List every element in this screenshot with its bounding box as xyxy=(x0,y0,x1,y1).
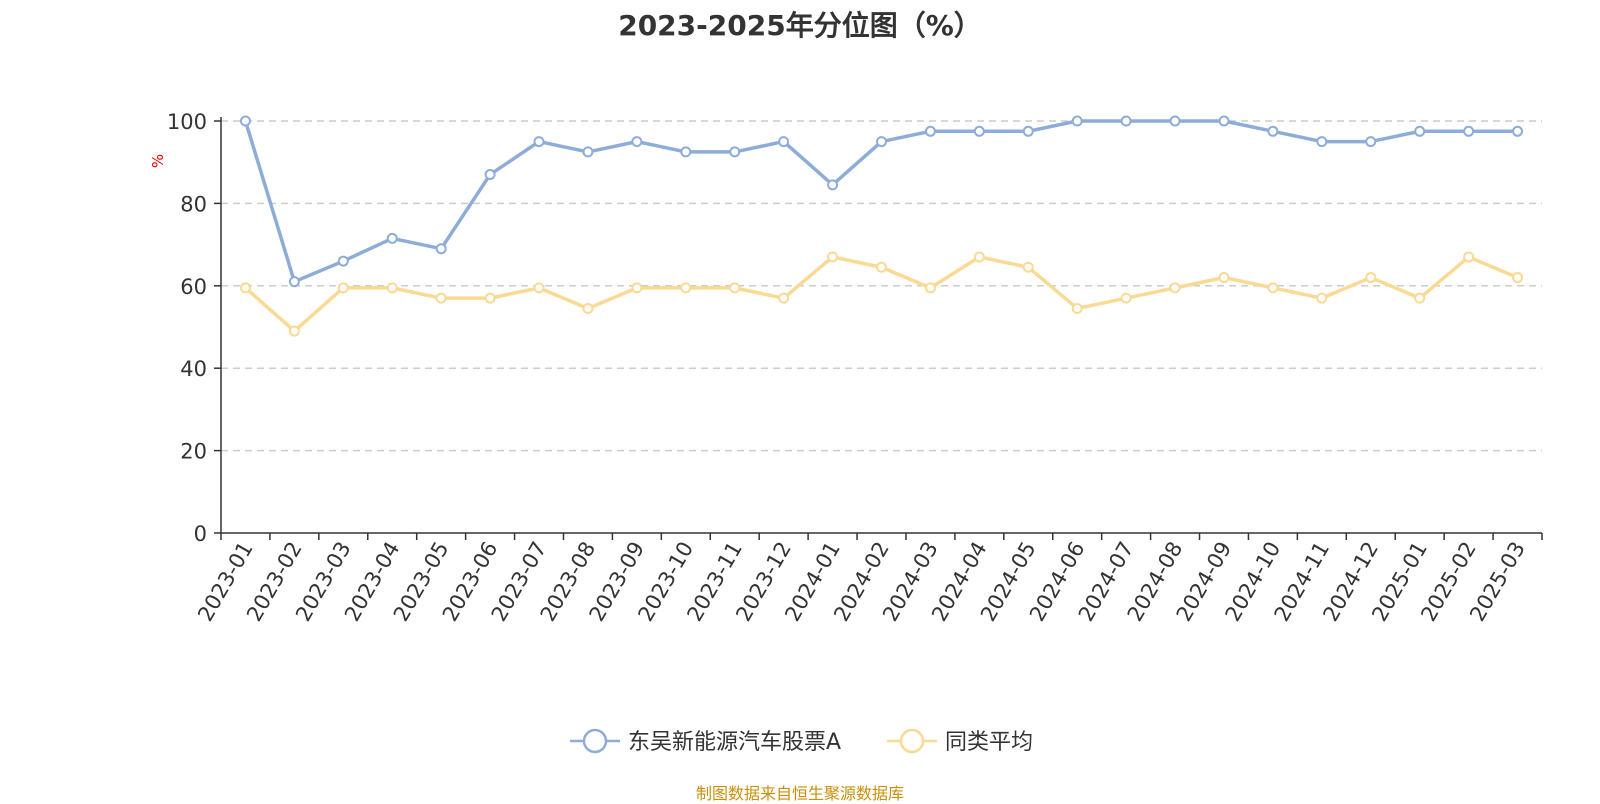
data-point xyxy=(876,261,887,273)
data-point xyxy=(1414,292,1426,304)
data-point xyxy=(631,282,643,294)
data-point xyxy=(1463,251,1475,263)
data-point xyxy=(582,146,594,158)
data-point xyxy=(1512,272,1524,284)
data-point xyxy=(1169,282,1181,294)
y-tick-label: 0 xyxy=(194,522,207,546)
data-point xyxy=(435,292,447,304)
legend-marker-icon xyxy=(899,728,925,754)
data-point xyxy=(631,136,643,148)
y-tick-label: 60 xyxy=(180,275,207,299)
y-axis-label: % xyxy=(149,154,167,168)
data-point xyxy=(1414,125,1426,137)
data-point xyxy=(435,243,447,255)
data-point xyxy=(484,169,496,181)
data-point xyxy=(1120,115,1132,127)
y-tick-label: 80 xyxy=(180,192,207,216)
data-point xyxy=(386,232,398,244)
legend-item-1[interactable]: 东吴新能源汽车股票A xyxy=(570,728,841,755)
data-point xyxy=(729,282,741,294)
data-point xyxy=(924,282,936,294)
data-point xyxy=(973,125,985,137)
data-point xyxy=(1218,272,1230,284)
source-note: 制图数据来自恒生聚源数据库 xyxy=(695,784,904,803)
data-point xyxy=(827,251,839,263)
legend-item-2[interactable]: 同类平均 xyxy=(887,728,1033,755)
data-point xyxy=(827,179,839,191)
data-point xyxy=(778,292,790,304)
data-point xyxy=(337,282,349,294)
data-point xyxy=(778,136,790,148)
legend[interactable]: 东吴新能源汽车股票A 同类平均 xyxy=(570,728,1033,755)
data-point xyxy=(876,136,887,148)
data-point xyxy=(484,292,496,304)
data-point xyxy=(582,302,594,314)
data-point xyxy=(1316,292,1328,304)
data-point xyxy=(1071,302,1083,314)
data-point xyxy=(1463,125,1475,137)
data-point xyxy=(1022,125,1034,137)
data-point xyxy=(1071,115,1083,127)
data-point xyxy=(1267,282,1279,294)
data-point xyxy=(386,282,398,294)
chart-title: 2023-2025年分位图（%） xyxy=(618,9,982,42)
data-point xyxy=(1365,136,1377,148)
data-point xyxy=(1120,292,1132,304)
data-point xyxy=(239,282,251,294)
data-point xyxy=(680,146,692,158)
legend-label: 东吴新能源汽车股票A xyxy=(628,730,841,755)
data-point xyxy=(239,115,251,127)
data-point xyxy=(533,136,545,148)
data-point xyxy=(1022,261,1034,273)
grid-lines xyxy=(221,120,1542,452)
data-point xyxy=(337,255,349,267)
data-point xyxy=(1267,125,1279,137)
y-tick-label: 40 xyxy=(180,357,207,381)
data-point xyxy=(533,282,545,294)
y-tick-label: 100 xyxy=(167,110,207,134)
data-point xyxy=(288,325,300,337)
data-point xyxy=(924,125,936,137)
y-tick-label: 20 xyxy=(180,440,207,464)
data-point xyxy=(1512,125,1524,137)
data-point xyxy=(288,276,300,288)
data-point xyxy=(973,251,985,263)
data-point xyxy=(1365,272,1377,284)
data-point xyxy=(1316,136,1328,148)
series-lines xyxy=(239,115,1524,337)
legend-label: 同类平均 xyxy=(945,730,1033,755)
data-point xyxy=(1169,115,1181,127)
legend-marker-icon xyxy=(582,728,608,754)
data-point xyxy=(680,282,692,294)
data-point xyxy=(1218,115,1230,127)
data-point xyxy=(729,146,741,158)
